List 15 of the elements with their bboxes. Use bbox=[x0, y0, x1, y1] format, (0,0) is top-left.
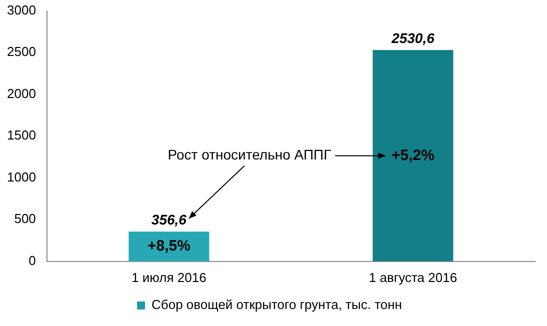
data-label: 2530,6 bbox=[390, 30, 435, 46]
y-tick-label: 2000 bbox=[7, 86, 36, 101]
y-tick-label: 0 bbox=[28, 252, 36, 268]
annotation: Рост относительно АППГ bbox=[168, 146, 332, 163]
y-tick-label: 3000 bbox=[7, 2, 36, 18]
legend-label: Сбор овощей открытого грунта, тыс. тонн bbox=[152, 297, 402, 312]
y-tick-label: 1000 bbox=[7, 169, 36, 184]
y-tick-label: 2500 bbox=[7, 44, 36, 60]
x-tick-label: 1 июля 2016 bbox=[132, 270, 206, 285]
y-tick-label: 500 bbox=[14, 211, 36, 226]
annotation: +8,5% bbox=[147, 238, 190, 255]
x-tick-label: 1 августа 2016 bbox=[368, 270, 458, 285]
annotation: +5,2% bbox=[392, 146, 434, 164]
y-tick-label: 1500 bbox=[7, 128, 36, 143]
data-label: 356,6 bbox=[151, 211, 187, 228]
